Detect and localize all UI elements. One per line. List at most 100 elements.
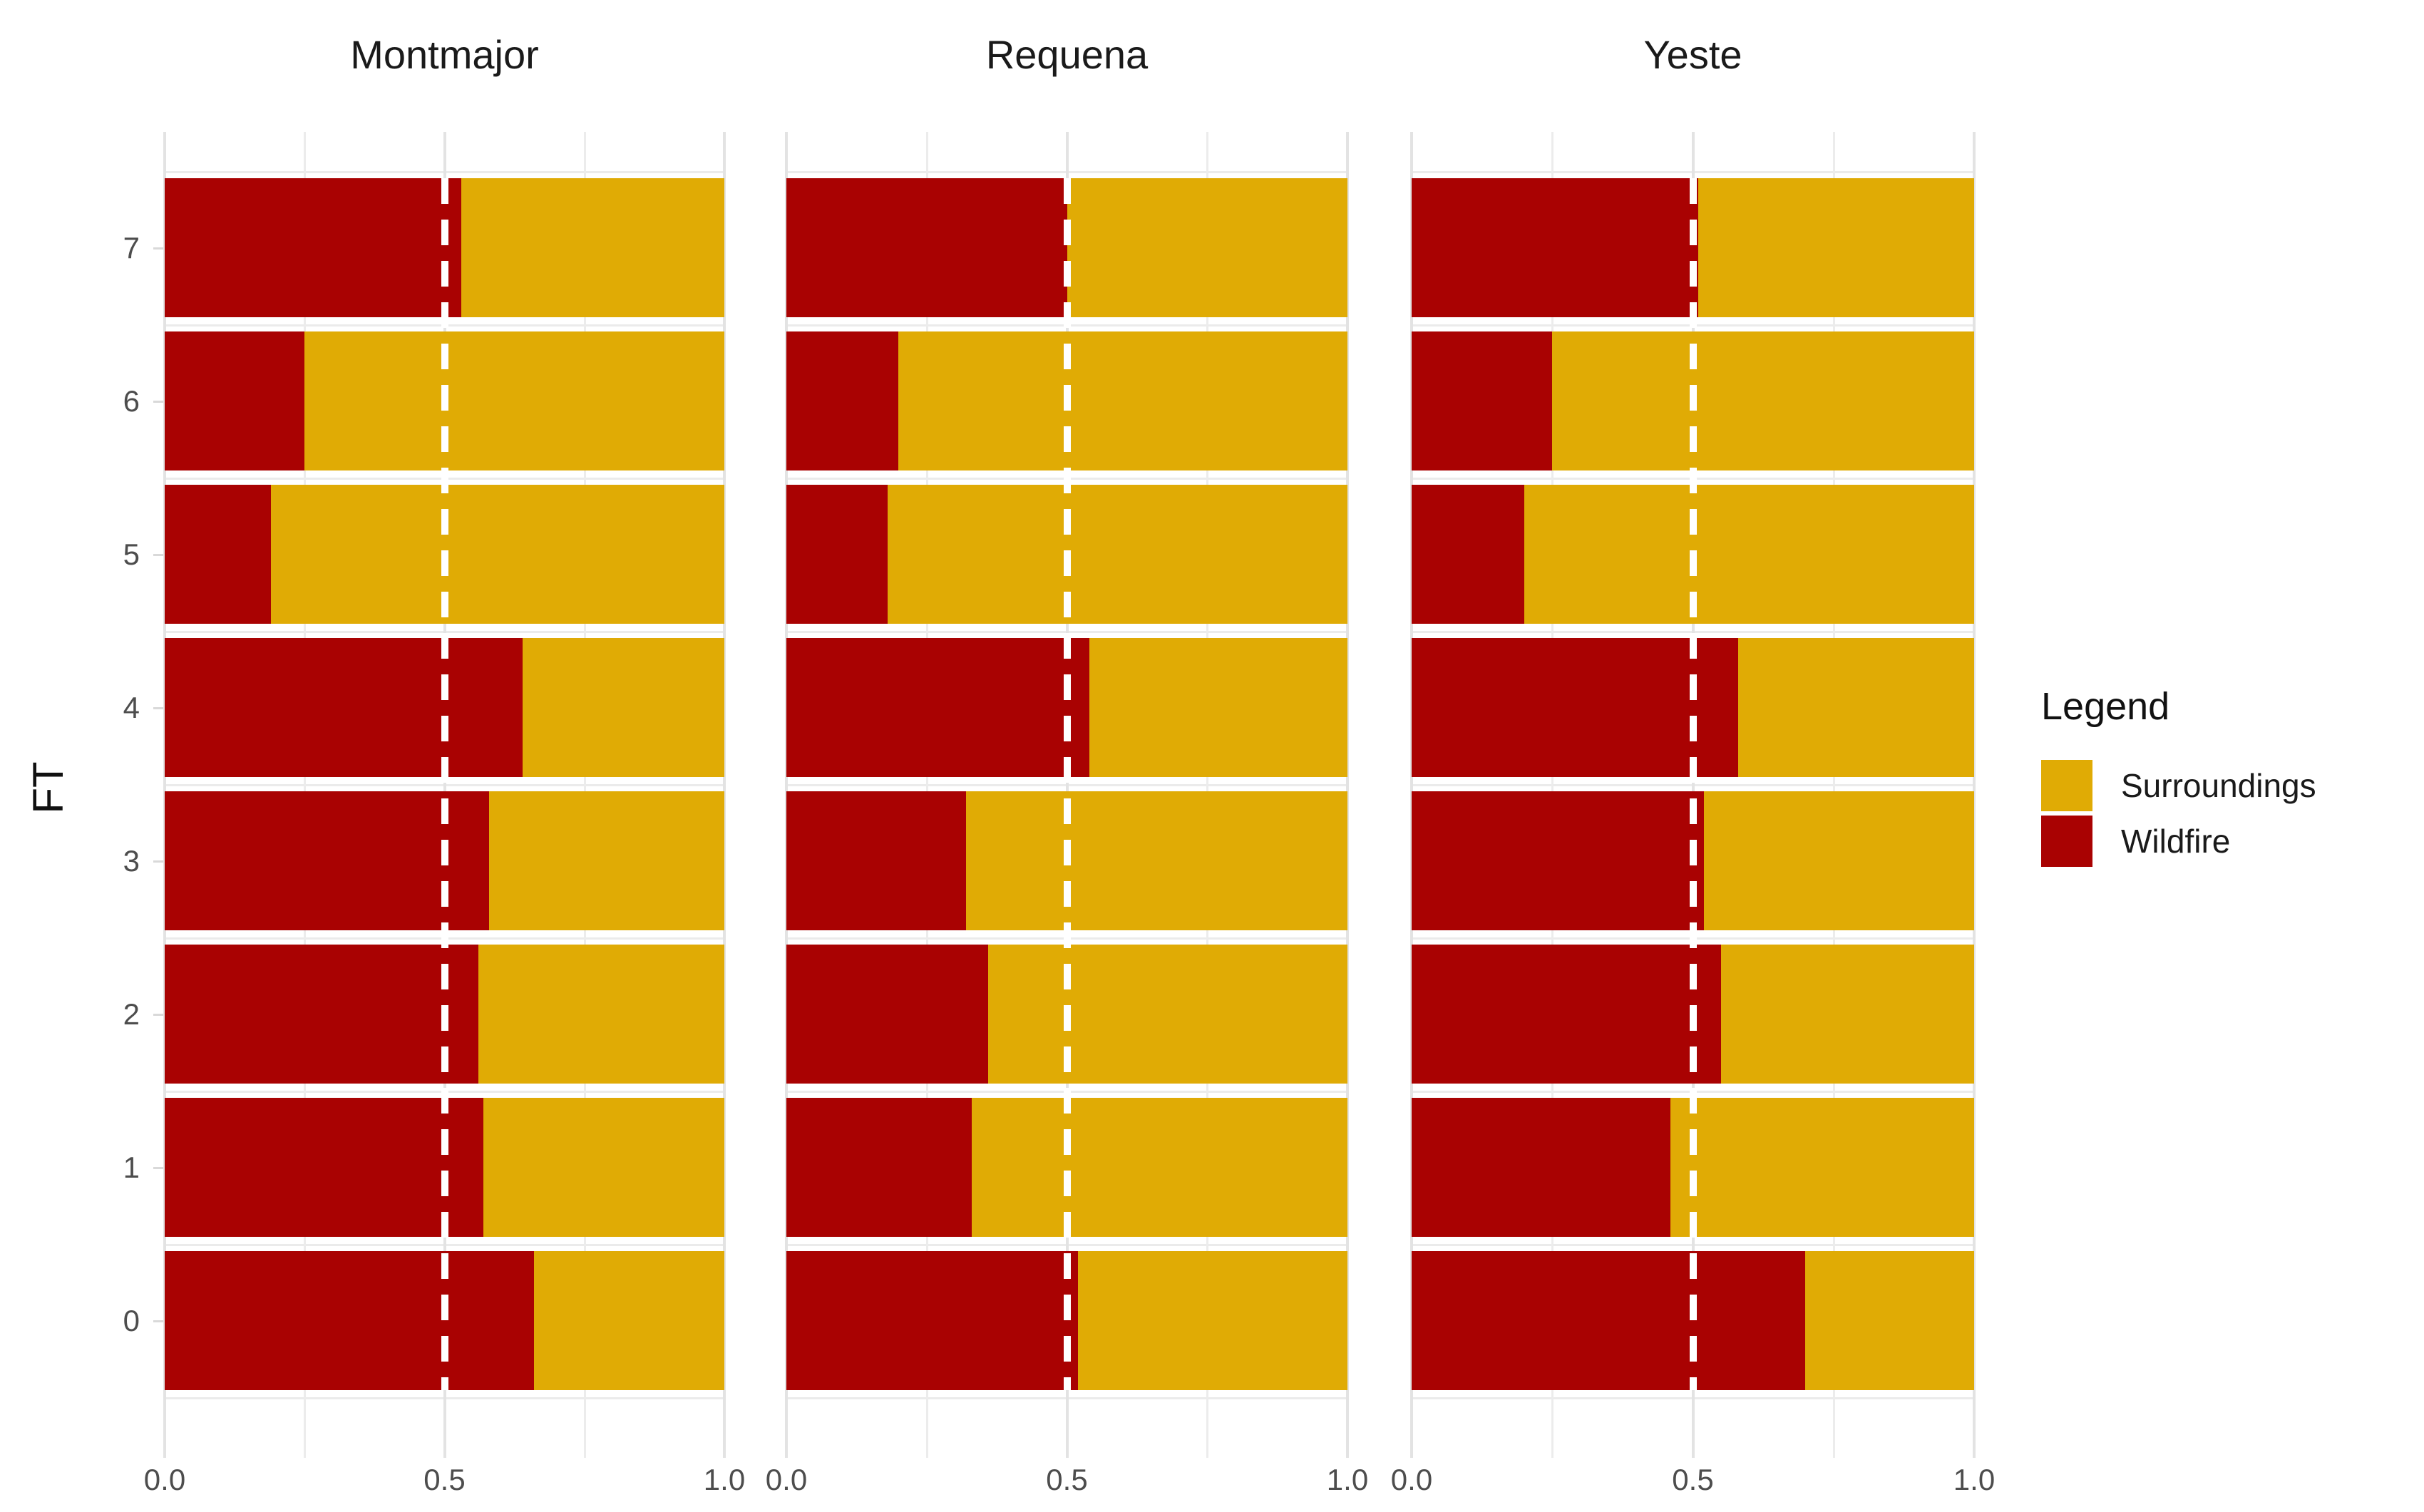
- segment-wildfire: [786, 1098, 972, 1237]
- bar-row-ft-0: [786, 1251, 1347, 1390]
- segment-wildfire: [786, 485, 888, 624]
- reference-line-0-5: [441, 178, 448, 1390]
- y-tick-mark: [153, 1013, 163, 1016]
- legend-label: Surroundings: [2121, 767, 2316, 804]
- legend-items: Surroundings Wildfire: [2041, 760, 2316, 867]
- vertical-gridline-major: [1346, 132, 1349, 1458]
- y-tick-mark: [153, 860, 163, 863]
- legend-title: Legend: [2041, 685, 2170, 728]
- segment-surroundings: [478, 945, 724, 1084]
- segment-wildfire: [1412, 178, 1699, 317]
- bar-row-ft-5: [1412, 485, 1974, 624]
- segment-surroundings: [1704, 791, 1974, 930]
- segment-wildfire: [1412, 638, 1738, 777]
- segment-surroundings: [1552, 331, 1974, 470]
- bar-row-ft-6: [165, 331, 724, 470]
- y-tick-mark: [153, 1166, 163, 1169]
- reference-line-0-5: [1063, 178, 1071, 1390]
- x-tick-label: 1.0: [703, 1463, 746, 1496]
- legend: Legend Surroundings Wildfire: [2041, 684, 2316, 871]
- facet-panel: [785, 132, 1349, 1458]
- segment-wildfire: [165, 1098, 484, 1237]
- bar-row-ft-0: [165, 1251, 724, 1390]
- bar-row-ft-7: [165, 178, 724, 317]
- segment-wildfire: [786, 1251, 1079, 1390]
- bar-row-ft-7: [1412, 178, 1974, 317]
- segment-wildfire: [1412, 1251, 1806, 1390]
- facet-title: Yeste: [1643, 32, 1742, 77]
- x-tick-label: 0.5: [423, 1463, 466, 1496]
- y-tick-label-ft-0: 0: [123, 1303, 140, 1337]
- y-tick-label-ft-7: 7: [123, 230, 140, 264]
- bar-row-ft-4: [1412, 638, 1974, 777]
- segment-surroundings: [971, 1098, 1347, 1237]
- legend-item-surroundings: Surroundings: [2041, 760, 2316, 811]
- segment-wildfire: [165, 331, 305, 470]
- segment-wildfire: [786, 945, 989, 1084]
- segment-wildfire: [165, 485, 272, 624]
- bar-row-ft-3: [1412, 791, 1974, 930]
- segment-wildfire: [786, 791, 966, 930]
- bar-row-ft-2: [165, 945, 724, 1084]
- facet-panel: [1410, 132, 1976, 1458]
- y-tick-label-ft-1: 1: [123, 1150, 140, 1184]
- segment-wildfire: [165, 1251, 535, 1390]
- legend-label: Wildfire: [2121, 823, 2231, 860]
- segment-wildfire: [1412, 1098, 1670, 1237]
- y-tick-mark: [153, 553, 163, 556]
- bar-row-ft-1: [1412, 1098, 1974, 1237]
- segment-wildfire: [786, 178, 1067, 317]
- y-tick-mark: [153, 247, 163, 250]
- segment-surroundings: [887, 485, 1347, 624]
- segment-surroundings: [1805, 1251, 1974, 1390]
- x-tick-label: 0.0: [765, 1463, 808, 1496]
- bar-row-ft-7: [786, 178, 1347, 317]
- vertical-gridline-major: [1973, 132, 1976, 1458]
- segment-wildfire: [165, 638, 523, 777]
- y-tick-mark: [153, 1320, 163, 1322]
- x-tick-label: 1.0: [1326, 1463, 1369, 1496]
- y-tick-label-ft-2: 2: [123, 997, 140, 1031]
- legend-item-wildfire: Wildfire: [2041, 816, 2316, 867]
- segment-wildfire: [165, 791, 490, 930]
- segment-wildfire: [786, 638, 1089, 777]
- bar-row-ft-1: [786, 1098, 1347, 1237]
- y-tick-mark: [153, 400, 163, 403]
- bar-row-ft-3: [165, 791, 724, 930]
- segment-surroundings: [523, 638, 724, 777]
- y-tick-label-ft-6: 6: [123, 384, 140, 418]
- bar-row-ft-2: [786, 945, 1347, 1084]
- x-tick-label: 0.0: [143, 1463, 186, 1496]
- y-tick-label-ft-4: 4: [123, 690, 140, 724]
- segment-wildfire: [1412, 485, 1524, 624]
- segment-surroundings: [489, 791, 724, 930]
- segment-surroundings: [988, 945, 1347, 1084]
- segment-surroundings: [1670, 1098, 1974, 1237]
- segment-surroundings: [304, 331, 724, 470]
- legend-swatch-surroundings: [2041, 760, 2092, 811]
- vertical-gridline-major: [723, 132, 726, 1458]
- facet-title: Requena: [985, 32, 1149, 77]
- segment-surroundings: [1720, 945, 1974, 1084]
- segment-wildfire: [165, 178, 462, 317]
- x-tick-label: 1.0: [1953, 1463, 1996, 1496]
- facet-title: Montmajor: [350, 32, 539, 77]
- segment-surroundings: [1698, 178, 1974, 317]
- bar-row-ft-2: [1412, 945, 1974, 1084]
- facet-panel: [163, 132, 726, 1458]
- x-tick-label: 0.5: [1046, 1463, 1088, 1496]
- segment-wildfire: [1412, 945, 1721, 1084]
- segment-surroundings: [1089, 638, 1347, 777]
- bar-row-ft-4: [165, 638, 724, 777]
- segment-surroundings: [1078, 1251, 1347, 1390]
- segment-wildfire: [1412, 331, 1553, 470]
- bar-row-ft-6: [1412, 331, 1974, 470]
- bar-row-ft-4: [786, 638, 1347, 777]
- segment-surroundings: [965, 791, 1347, 930]
- segment-surroundings: [1737, 638, 1974, 777]
- segment-wildfire: [786, 331, 899, 470]
- bar-row-ft-0: [1412, 1251, 1974, 1390]
- segment-surroundings: [898, 331, 1347, 470]
- segment-surroundings: [483, 1098, 724, 1237]
